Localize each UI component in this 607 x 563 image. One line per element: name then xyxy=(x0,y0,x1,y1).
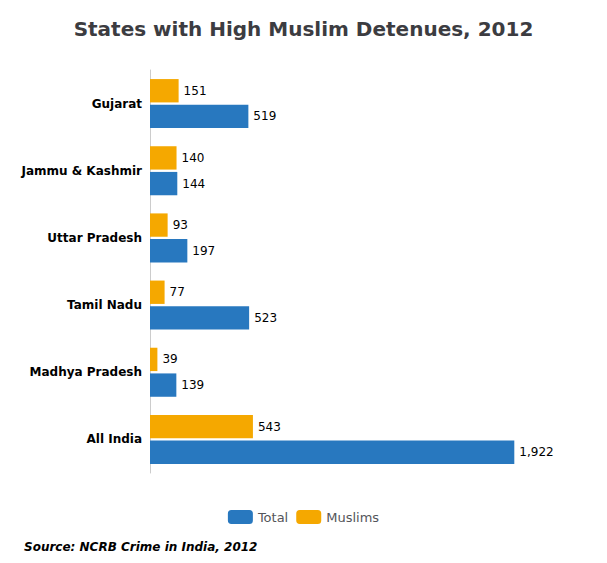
svg-text:523: 523 xyxy=(254,311,277,325)
svg-text:Tamil Nadu: Tamil Nadu xyxy=(67,298,142,312)
svg-text:Muslims: Muslims xyxy=(326,510,379,525)
svg-text:39: 39 xyxy=(162,352,177,366)
svg-text:151: 151 xyxy=(184,84,207,98)
svg-text:All India: All India xyxy=(87,432,143,446)
svg-text:Uttar Pradesh: Uttar Pradesh xyxy=(47,231,142,245)
svg-text:1,922: 1,922 xyxy=(519,445,553,459)
svg-text:139: 139 xyxy=(181,378,204,392)
svg-text:519: 519 xyxy=(253,109,276,123)
svg-text:Jammu & Kashmir: Jammu & Kashmir xyxy=(20,164,142,178)
svg-text:Madhya Pradesh: Madhya Pradesh xyxy=(30,365,143,379)
svg-text:States with High Muslim Detenu: States with High Muslim Detenues, 2012 xyxy=(74,17,534,41)
svg-text:Source: NCRB Crime in India, 2: Source: NCRB Crime in India, 2012 xyxy=(24,540,257,554)
svg-text:543: 543 xyxy=(258,420,281,434)
svg-text:Total: Total xyxy=(257,510,288,525)
svg-text:140: 140 xyxy=(182,151,205,165)
svg-text:197: 197 xyxy=(192,244,215,258)
svg-text:144: 144 xyxy=(182,177,205,191)
svg-text:77: 77 xyxy=(170,285,185,299)
svg-text:Gujarat: Gujarat xyxy=(92,97,143,111)
svg-text:93: 93 xyxy=(173,218,188,232)
